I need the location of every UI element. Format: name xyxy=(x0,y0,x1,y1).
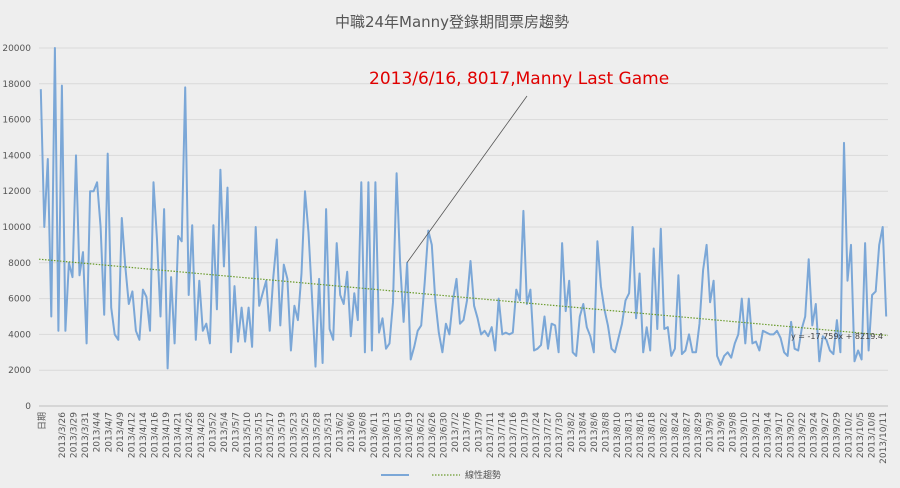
x-tick-label: 2013/9/14 xyxy=(763,412,773,458)
x-tick-label: 2013/8/2 xyxy=(567,412,577,452)
y-tick-label: 4000 xyxy=(8,330,31,340)
x-tick-label: 2013/8/10 xyxy=(613,412,623,458)
x-tick-label: 2013/6/22 xyxy=(416,412,426,458)
x-tick-label: 2013/6/2 xyxy=(336,412,346,452)
x-tick-label: 2013/5/7 xyxy=(231,412,241,452)
grid xyxy=(39,47,888,407)
x-tick-label: 2013/7/6 xyxy=(463,412,473,453)
trendline-equation: y = -17.759x + 8219.4 xyxy=(791,332,883,341)
x-tick-label: 2013/5/19 xyxy=(278,412,288,458)
x-tick-label: 2013/5/10 xyxy=(243,412,253,458)
y-tick-label: 2000 xyxy=(8,366,31,376)
x-tick-label: 2013/4/12 xyxy=(127,412,137,458)
x-tick-label: 2013/8/24 xyxy=(671,412,681,458)
x-tick-label: 2013/4/14 xyxy=(139,412,149,458)
x-tick-label: 2013/9/17 xyxy=(775,412,785,458)
x-tick-label: 2013/9/3 xyxy=(706,412,716,452)
x-tick-label: 2013/9/22 xyxy=(798,412,808,458)
x-tick-label: 2013/4/19 xyxy=(162,412,172,458)
x-tick-label: 2013/5/23 xyxy=(289,412,299,458)
x-tick-label: 2013/6/15 xyxy=(393,412,403,458)
x-tick-label: 2013/5/15 xyxy=(255,412,265,458)
x-tick-label: 2013/9/6 xyxy=(717,412,727,453)
annotation-label: 2013/6/16, 8017,Manny Last Game xyxy=(369,69,669,89)
x-tick-label: 2013/4/16 xyxy=(151,412,161,458)
x-tick-label: 2013/9/24 xyxy=(810,412,820,458)
series-layer: y = -17.759x + 8219.4 xyxy=(38,47,889,370)
x-tick-label: 2013/5/28 xyxy=(312,412,322,458)
x-tick-label: 2013/6/26 xyxy=(428,412,438,458)
x-tick-label: 2013/8/16 xyxy=(636,412,646,458)
x-tick-label: 2013/5/31 xyxy=(324,412,334,458)
trendline xyxy=(38,258,889,337)
x-tick-label: 2013/10/2 xyxy=(844,412,854,458)
x-tick-label: 2013/5/2 xyxy=(208,412,218,452)
x-tick-label: 2013/8/4 xyxy=(578,412,588,453)
legend-trendline-label: 線性趨勢 xyxy=(465,469,501,481)
y-tick-label: 14000 xyxy=(2,151,31,161)
y-tick-label: 6000 xyxy=(8,295,31,305)
x-tick-label: 2013/7/30 xyxy=(555,412,565,458)
y-tick-label: 16000 xyxy=(2,116,31,126)
y-tick-label: 8000 xyxy=(8,259,31,269)
x-axis-title: 日期 xyxy=(37,412,48,430)
y-tick-label: 20000 xyxy=(2,44,31,54)
x-tick-label: 2013/7/11 xyxy=(486,412,496,458)
y-tick-label: 10000 xyxy=(2,223,31,233)
x-tick-label: 2013/8/6 xyxy=(590,412,600,453)
x-tick-label: 2013/5/25 xyxy=(301,412,311,458)
x-tick-label: 2013/4/4 xyxy=(93,412,103,453)
x-tick-label: 2013/7/19 xyxy=(521,412,531,458)
x-tick-label: 2013/5/17 xyxy=(266,412,276,458)
x-tick-label: 2013/8/13 xyxy=(625,412,635,458)
x-tick-label: 2013/8/18 xyxy=(648,412,658,458)
x-tick-label: 2013/6/13 xyxy=(382,412,392,458)
x-tick-label: 2013/9/20 xyxy=(786,412,796,458)
x-tick-label: 2013/4/21 xyxy=(174,412,184,458)
x-tick-label: 2013/8/27 xyxy=(682,412,692,458)
x-tick-label: 2013/6/19 xyxy=(405,412,415,458)
legend: 線性趨勢 xyxy=(381,469,501,481)
x-tick-label: 2013/7/27 xyxy=(544,412,554,458)
x-tick-label: 2013/7/14 xyxy=(497,412,507,458)
x-tick-label: 2013/10/11 xyxy=(879,412,889,464)
y-tick-label: 0 xyxy=(25,402,31,412)
x-tick-label: 2013/6/30 xyxy=(440,412,450,458)
series-line xyxy=(39,47,888,370)
x-tick-label: 2013/10/8 xyxy=(867,412,877,458)
y-tick-label: 12000 xyxy=(2,187,31,197)
x-tick-label: 2013/5/4 xyxy=(220,412,230,453)
x-tick-label: 2013/9/12 xyxy=(752,412,762,458)
x-tick-label: 2013/3/26 xyxy=(58,412,68,458)
chart-title: 中職24年Manny登錄期間票房趨勢 xyxy=(335,13,569,31)
annotation-layer: 2013/6/16, 8017,Manny Last Game xyxy=(369,69,669,263)
x-tick-label: 2013/9/8 xyxy=(729,412,739,453)
x-tick-label: 2013/6/8 xyxy=(359,412,369,453)
x-tick-label: 2013/7/2 xyxy=(451,412,461,452)
axes: 0 2000 4000 6000 8000 10000 12000 14000 16000 180… xyxy=(2,44,889,464)
x-tick-label: 2013/7/9 xyxy=(474,412,484,453)
x-tick-label: 2013/7/16 xyxy=(509,412,519,458)
x-tick-label: 2013/9/10 xyxy=(740,412,750,458)
x-tick-label: 2013/4/28 xyxy=(197,412,207,458)
annotation-leader-line xyxy=(406,95,528,263)
x-tick-label: 2013/4/26 xyxy=(185,412,195,458)
x-tick-label: 2013/9/29 xyxy=(833,412,843,458)
x-tick-label: 2013/8/29 xyxy=(694,412,704,458)
x-tick-label: 2013/6/11 xyxy=(370,412,380,458)
x-tick-label: 2013/4/7 xyxy=(104,412,114,452)
x-tick-label: 2013/3/29 xyxy=(70,412,80,458)
x-tick-label: 2013/6/6 xyxy=(347,412,357,453)
x-tick-label: 2013/8/22 xyxy=(659,412,669,458)
x-tick-label: 2013/10/5 xyxy=(856,412,866,458)
x-tick-label: 2013/7/24 xyxy=(532,412,542,458)
x-tick-label: 2013/9/27 xyxy=(821,412,831,458)
x-tick-label: 2013/8/8 xyxy=(601,412,611,453)
x-tick-label: 2013/3/31 xyxy=(81,412,91,458)
x-tick-label: 2013/4/9 xyxy=(116,412,126,453)
y-tick-label: 18000 xyxy=(2,80,31,90)
